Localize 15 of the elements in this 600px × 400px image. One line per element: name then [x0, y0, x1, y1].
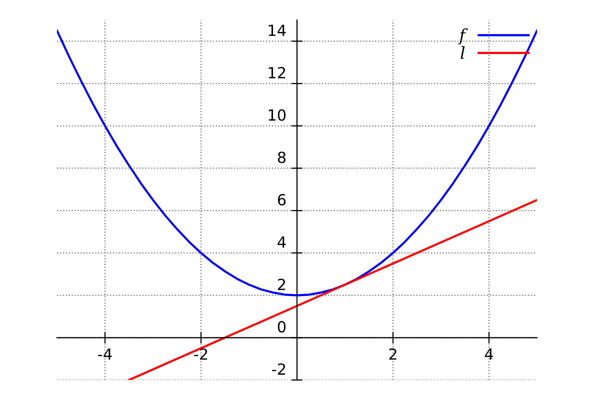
x-tick-label: -2 [194, 348, 208, 360]
legend-label: f [458, 28, 468, 44]
y-tick-label: 0 [278, 321, 286, 333]
y-tick-label: 8 [278, 152, 286, 164]
y-tick-label: -2 [272, 363, 286, 375]
y-tick-label: 14 [268, 24, 286, 36]
legend-label: l [460, 46, 465, 59]
x-tick-label: 4 [484, 348, 494, 360]
x-tick-label: -4 [98, 348, 112, 360]
y-tick-label: 12 [268, 66, 286, 78]
x-tick-label: 2 [389, 348, 396, 360]
y-tick-label: 2 [278, 278, 286, 290]
y-tick-label: 6 [278, 194, 286, 206]
y-tick-label: 10 [268, 109, 286, 121]
y-tick-label: 4 [278, 236, 286, 248]
